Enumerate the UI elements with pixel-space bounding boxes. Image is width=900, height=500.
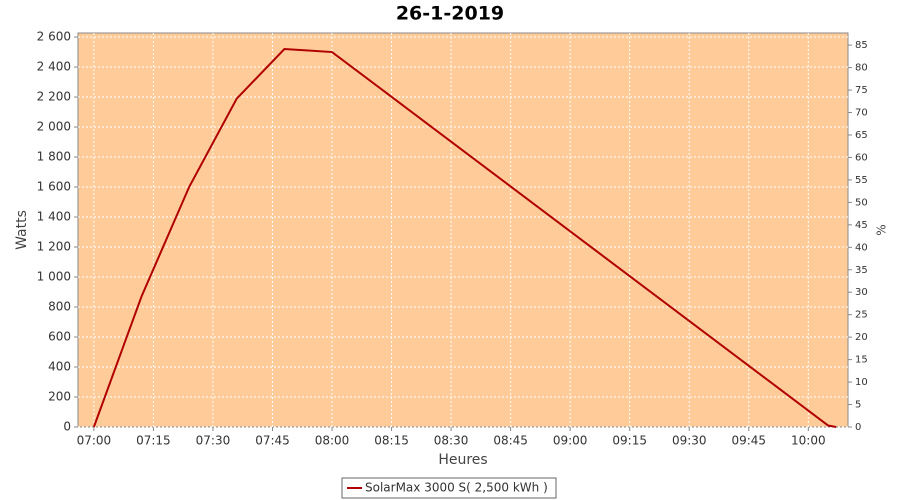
y2-tick-label: 10 [855, 377, 868, 388]
y2-tick-label: 0 [855, 422, 861, 433]
y2-axis-label: % [875, 224, 889, 235]
y2-tick-label: 45 [855, 220, 868, 231]
x-tick-label: 09:45 [731, 434, 766, 448]
y2-tick-label: 20 [855, 332, 868, 343]
y-tick-label: 1 200 [37, 240, 71, 254]
y2-tick-label: 25 [855, 310, 868, 321]
y-tick-label: 1 400 [37, 210, 71, 224]
y-tick-label: 1 000 [37, 270, 71, 284]
x-tick-label: 07:45 [255, 434, 290, 448]
y-tick-label: 2 400 [37, 60, 71, 74]
x-tick-label: 07:15 [136, 434, 171, 448]
y2-tick-label: 50 [855, 197, 868, 208]
legend-label: SolarMax 3000 S( 2,500 kWh ) [365, 481, 548, 495]
y-tick-label: 2 000 [37, 120, 71, 134]
series-line [92, 48, 837, 428]
y-axis-label: Watts [14, 210, 30, 250]
y2-tick-label: 60 [855, 152, 868, 163]
y-tick-label: 600 [48, 330, 71, 344]
legend-box [341, 477, 557, 499]
y-tick-label: 2 200 [37, 90, 71, 104]
x-axis-label: Heures [438, 452, 487, 468]
y-tick-label: 400 [48, 360, 71, 374]
y2-tick-label: 55 [855, 175, 868, 186]
y2-tick-label: 80 [855, 63, 868, 74]
y2-tick-label: 30 [855, 287, 868, 298]
y2-tick-label: 70 [855, 108, 868, 119]
plot-area [77, 32, 849, 428]
x-tick-label: 07:30 [196, 434, 231, 448]
x-tick-label: 08:00 [315, 434, 350, 448]
y-tick-label: 1 800 [37, 150, 71, 164]
y2-tick-label: 75 [855, 85, 868, 96]
y2-tick-label: 40 [855, 242, 868, 253]
y-tick-label: 1 600 [37, 180, 71, 194]
y2-tick-label: 85 [855, 40, 868, 51]
x-tick-label: 09:30 [672, 434, 707, 448]
y-tick-label: 0 [63, 420, 71, 434]
x-tick-label: 08:30 [434, 434, 469, 448]
y2-tick-label: 65 [855, 130, 868, 141]
chart-title: 26-1-2019 [396, 3, 504, 25]
x-tick-label: 10:00 [791, 434, 826, 448]
x-tick-label: 08:15 [374, 434, 409, 448]
x-tick-label: 09:15 [612, 434, 647, 448]
x-tick-label: 08:45 [493, 434, 528, 448]
y-tick-label: 2 600 [37, 30, 71, 44]
y2-tick-label: 5 [855, 400, 861, 411]
x-tick-label: 07:00 [77, 434, 112, 448]
y-tick-label: 200 [48, 390, 71, 404]
x-tick-label: 09:00 [553, 434, 588, 448]
y2-tick-label: 35 [855, 265, 868, 276]
y2-tick-label: 15 [855, 355, 868, 366]
legend: SolarMax 3000 S( 2,500 kWh ) [341, 477, 557, 499]
y-tick-label: 800 [48, 300, 71, 314]
